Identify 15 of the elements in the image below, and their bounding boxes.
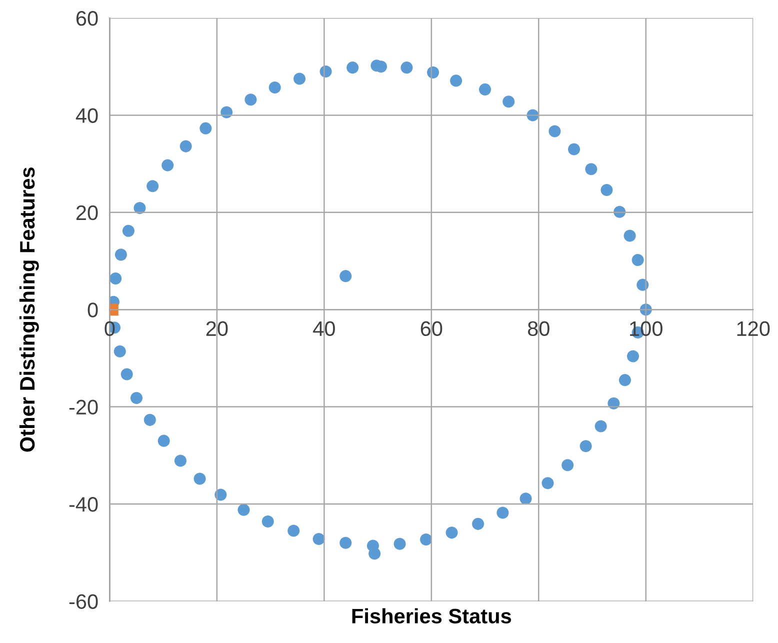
x-tick-label: 120 <box>737 321 770 336</box>
y-tick-label: 40 <box>76 108 98 123</box>
y-tick-label: -60 <box>69 594 98 609</box>
y-tick-label: 60 <box>76 11 98 26</box>
x-tick-label: 20 <box>206 321 228 336</box>
y-tick-label: -40 <box>69 497 98 512</box>
x-tick-label: 40 <box>313 321 335 336</box>
y-tick-label: 0 <box>88 302 98 318</box>
x-tick-label: 60 <box>420 321 442 336</box>
x-tick-label: 100 <box>630 321 662 336</box>
y-tick-label: 20 <box>76 205 98 220</box>
x-tick-label: 80 <box>528 321 550 336</box>
y-axis-title: Other Distingishing Features <box>19 167 39 452</box>
y-tick-label: -20 <box>69 400 98 415</box>
x-axis-title: Fisheries Status <box>352 608 512 624</box>
